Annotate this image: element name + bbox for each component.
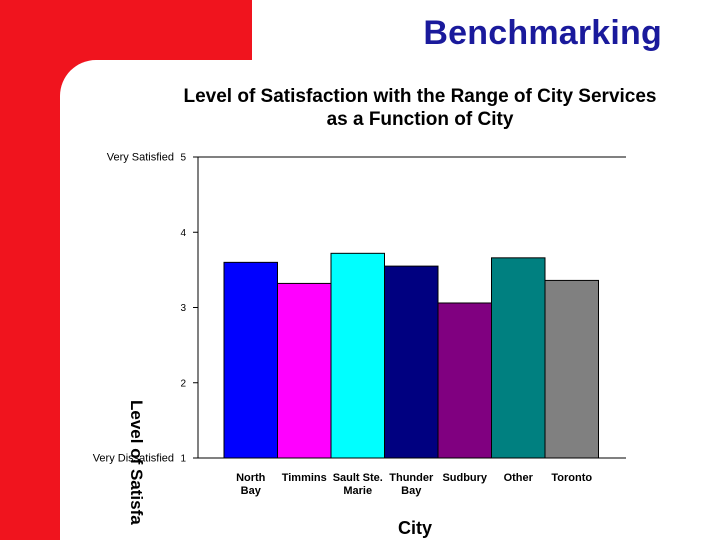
x-tick-label: Toronto bbox=[551, 472, 592, 484]
bar bbox=[384, 265, 439, 459]
bar bbox=[437, 302, 492, 459]
x-axis-label: City bbox=[398, 518, 432, 538]
bar bbox=[491, 257, 546, 459]
y-tick-label: 2 bbox=[180, 378, 186, 389]
y-scale-label-top: Very Satisfied bbox=[107, 152, 174, 164]
x-tick-label: Sudbury bbox=[442, 472, 487, 484]
y-tick-label: 3 bbox=[180, 303, 186, 314]
chart-title-line-1: Level of Satisfaction with the Range of … bbox=[183, 86, 657, 107]
y-tick-label: 5 bbox=[180, 153, 186, 164]
x-tick-label: North bbox=[236, 472, 266, 484]
bar bbox=[330, 252, 385, 459]
bar bbox=[223, 261, 278, 459]
y-axis-label: Level of Satisfa bbox=[127, 400, 146, 525]
x-tick-label: Bay bbox=[241, 485, 262, 497]
slide-title: Benchmarking bbox=[423, 14, 662, 52]
x-tick-label: Timmins bbox=[282, 472, 327, 484]
y-tick-label: 4 bbox=[180, 228, 186, 239]
bar bbox=[544, 279, 599, 459]
x-tick-label: Marie bbox=[343, 485, 372, 497]
y-tick-label: 1 bbox=[180, 454, 186, 465]
x-tick-label: Other bbox=[504, 472, 534, 484]
x-tick-label: Sault Ste. bbox=[333, 472, 383, 484]
x-tick-label: Bay bbox=[401, 485, 422, 497]
chart-title: Level of Satisfaction with the Range of … bbox=[120, 85, 720, 131]
bar bbox=[277, 282, 332, 459]
chart-title-line-2: as a Function of City bbox=[326, 109, 514, 130]
y-scale-label-bottom: Very Dissatisfied bbox=[93, 453, 174, 465]
x-tick-label: Thunder bbox=[389, 472, 434, 484]
